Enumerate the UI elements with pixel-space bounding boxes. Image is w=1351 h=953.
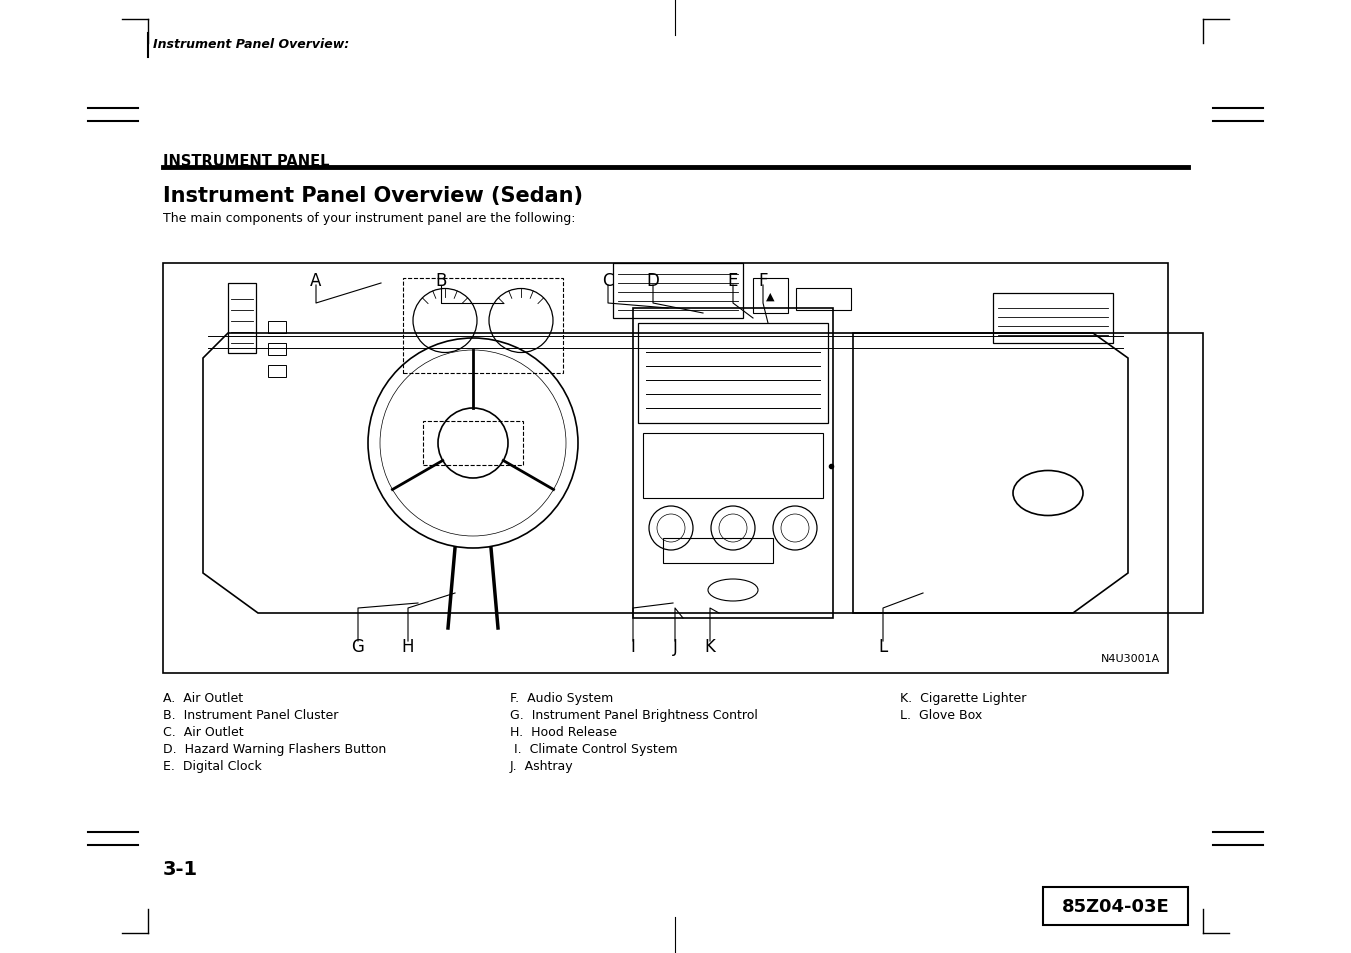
Text: C: C [603,272,613,290]
Text: B.  Instrument Panel Cluster: B. Instrument Panel Cluster [163,708,338,721]
Text: F.  Audio System: F. Audio System [509,691,613,704]
Bar [1043,887,1188,925]
Bar [163,264,1169,673]
Text: N4U3001A: N4U3001A [1101,654,1161,663]
Text: A.  Air Outlet: A. Air Outlet [163,691,243,704]
Bar [643,434,823,498]
Text: INSTRUMENT PANEL: INSTRUMENT PANEL [163,153,330,169]
Text: E.  Digital Clock: E. Digital Clock [163,760,262,772]
Text: D: D [647,272,659,290]
Bar [852,334,1202,614]
Text: K.  Cigarette Lighter: K. Cigarette Lighter [900,691,1027,704]
Text: 85Z04-03E: 85Z04-03E [1062,897,1170,915]
Bar [663,538,773,563]
Bar [267,366,286,377]
Text: C.  Air Outlet: C. Air Outlet [163,725,243,739]
Text: B: B [435,272,447,290]
Text: Instrument Panel Overview:: Instrument Panel Overview: [153,38,350,51]
Text: 3-1: 3-1 [163,859,199,878]
Bar [267,344,286,355]
Text: H.  Hood Release: H. Hood Release [509,725,617,739]
Text: E: E [728,272,738,290]
Text: Instrument Panel Overview (Sedan): Instrument Panel Overview (Sedan) [163,186,584,206]
Text: J.  Ashtray: J. Ashtray [509,760,574,772]
Bar [403,278,563,374]
Text: I: I [631,638,635,656]
Text: K: K [705,638,716,656]
Bar [634,309,834,618]
Text: L: L [878,638,888,656]
Text: L.  Glove Box: L. Glove Box [900,708,982,721]
Text: I.  Climate Control System: I. Climate Control System [509,742,678,755]
Text: H: H [401,638,415,656]
Text: ▲: ▲ [766,292,774,301]
Text: F: F [758,272,767,290]
Text: A: A [311,272,322,290]
Text: The main components of your instrument panel are the following:: The main components of your instrument p… [163,212,576,225]
Text: G: G [351,638,365,656]
Bar [993,294,1113,344]
Bar [228,284,255,354]
Bar [638,324,828,423]
Text: D.  Hazard Warning Flashers Button: D. Hazard Warning Flashers Button [163,742,386,755]
Text: G.  Instrument Panel Brightness Control: G. Instrument Panel Brightness Control [509,708,758,721]
Text: J: J [673,638,677,656]
Bar [753,278,788,314]
Bar [267,322,286,334]
Bar [613,264,743,318]
Bar [796,289,851,311]
